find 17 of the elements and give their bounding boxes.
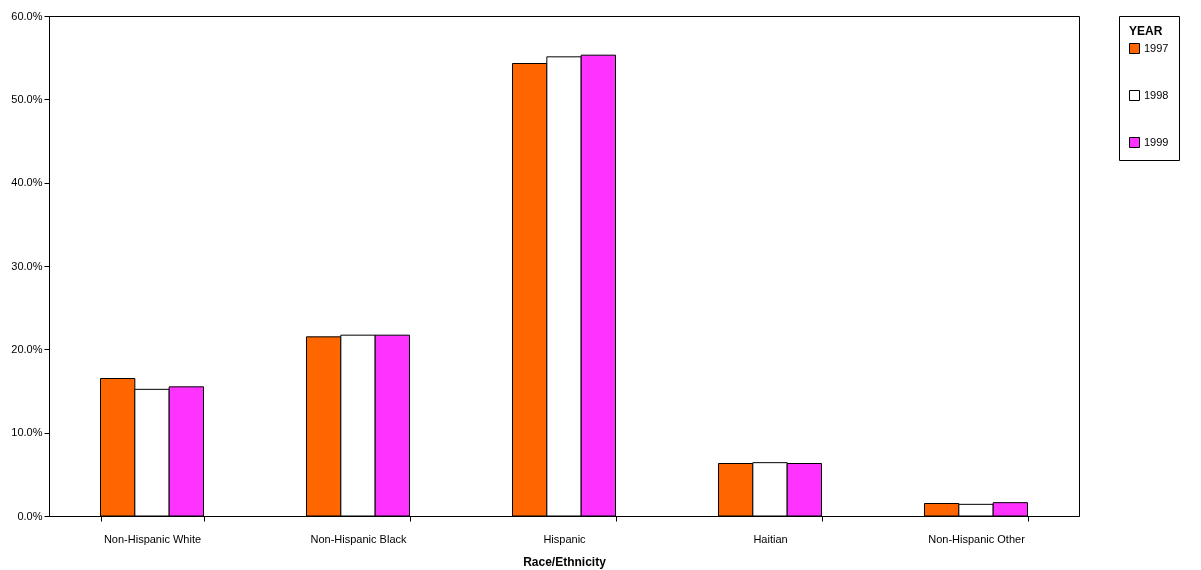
y-tick-label: 40.0% [11,176,43,189]
x-tick-label: Non-Hispanic Black [310,532,407,545]
y-tick-label: 20.0% [11,342,43,355]
x-tick-label: Non-Hispanic Other [928,532,1026,545]
legend-label: 1997 [1144,41,1169,54]
x-tick-label: Haitian [753,532,788,545]
x-axis-title: Race/Ethnicity [523,554,607,569]
legend-title: YEAR [1129,24,1163,38]
legend-label: 1999 [1144,135,1169,148]
y-tick-label: 10.0% [11,426,43,439]
x-tick-label: Non-Hispanic White [103,532,202,545]
x-tick-label: Hispanic [543,532,587,545]
y-tick-label: 50.0% [11,92,43,105]
y-tick-label: 0.0% [17,509,43,522]
y-tick-label: 30.0% [11,259,43,272]
legend-label: 1998 [1144,88,1169,101]
y-tick-label: 60.0% [11,9,43,22]
